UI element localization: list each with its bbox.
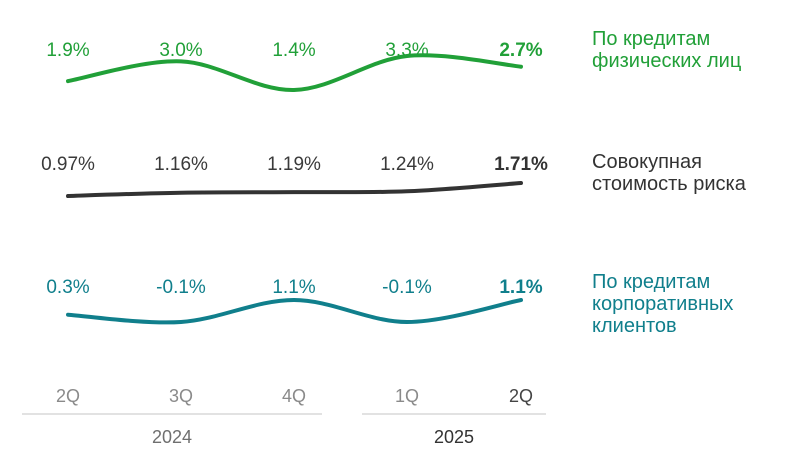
- corporate-data-label: 1.1%: [272, 277, 315, 298]
- corporate-legend-text: клиентов: [592, 315, 677, 337]
- total-legend-text: стоимость риска: [592, 173, 747, 195]
- retail-data-label: 3.0%: [159, 40, 202, 61]
- corporate-series-line: [66, 298, 523, 325]
- corporate-data-label: -0.1%: [156, 277, 206, 298]
- corporate-data-label: 1.1%: [499, 277, 542, 298]
- retail-data-label: 3.3%: [385, 40, 428, 61]
- retail-legend-text: физических лиц: [592, 50, 741, 72]
- retail-series-line: [66, 53, 523, 93]
- retail-data-label: 2.7%: [499, 40, 542, 61]
- total-data-label: 0.97%: [41, 154, 95, 175]
- year-label: 2024: [152, 427, 192, 447]
- x-tick-label: 1Q: [395, 386, 419, 406]
- retail-data-label: 1.4%: [272, 40, 315, 61]
- x-tick-label: 4Q: [282, 386, 306, 406]
- total-data-label: 1.71%: [494, 154, 548, 175]
- corporate-legend-text: корпоративных: [592, 293, 733, 315]
- total-data-label: 1.19%: [267, 154, 321, 175]
- x-tick-label: 2Q: [509, 386, 533, 406]
- x-tick-label: 2Q: [56, 386, 80, 406]
- corporate-legend-text: По кредитам: [592, 271, 710, 293]
- total-data-label: 1.24%: [380, 154, 434, 175]
- corporate-data-label: -0.1%: [382, 277, 432, 298]
- total-series-line: [66, 181, 523, 198]
- retail-data-label: 1.9%: [46, 40, 89, 61]
- year-label: 2025: [434, 427, 474, 447]
- retail-legend-text: По кредитам: [592, 28, 710, 50]
- total-legend-text: Совокупная: [592, 151, 702, 173]
- x-tick-label: 3Q: [169, 386, 193, 406]
- total-data-label: 1.16%: [154, 154, 208, 175]
- corporate-data-label: 0.3%: [46, 277, 89, 298]
